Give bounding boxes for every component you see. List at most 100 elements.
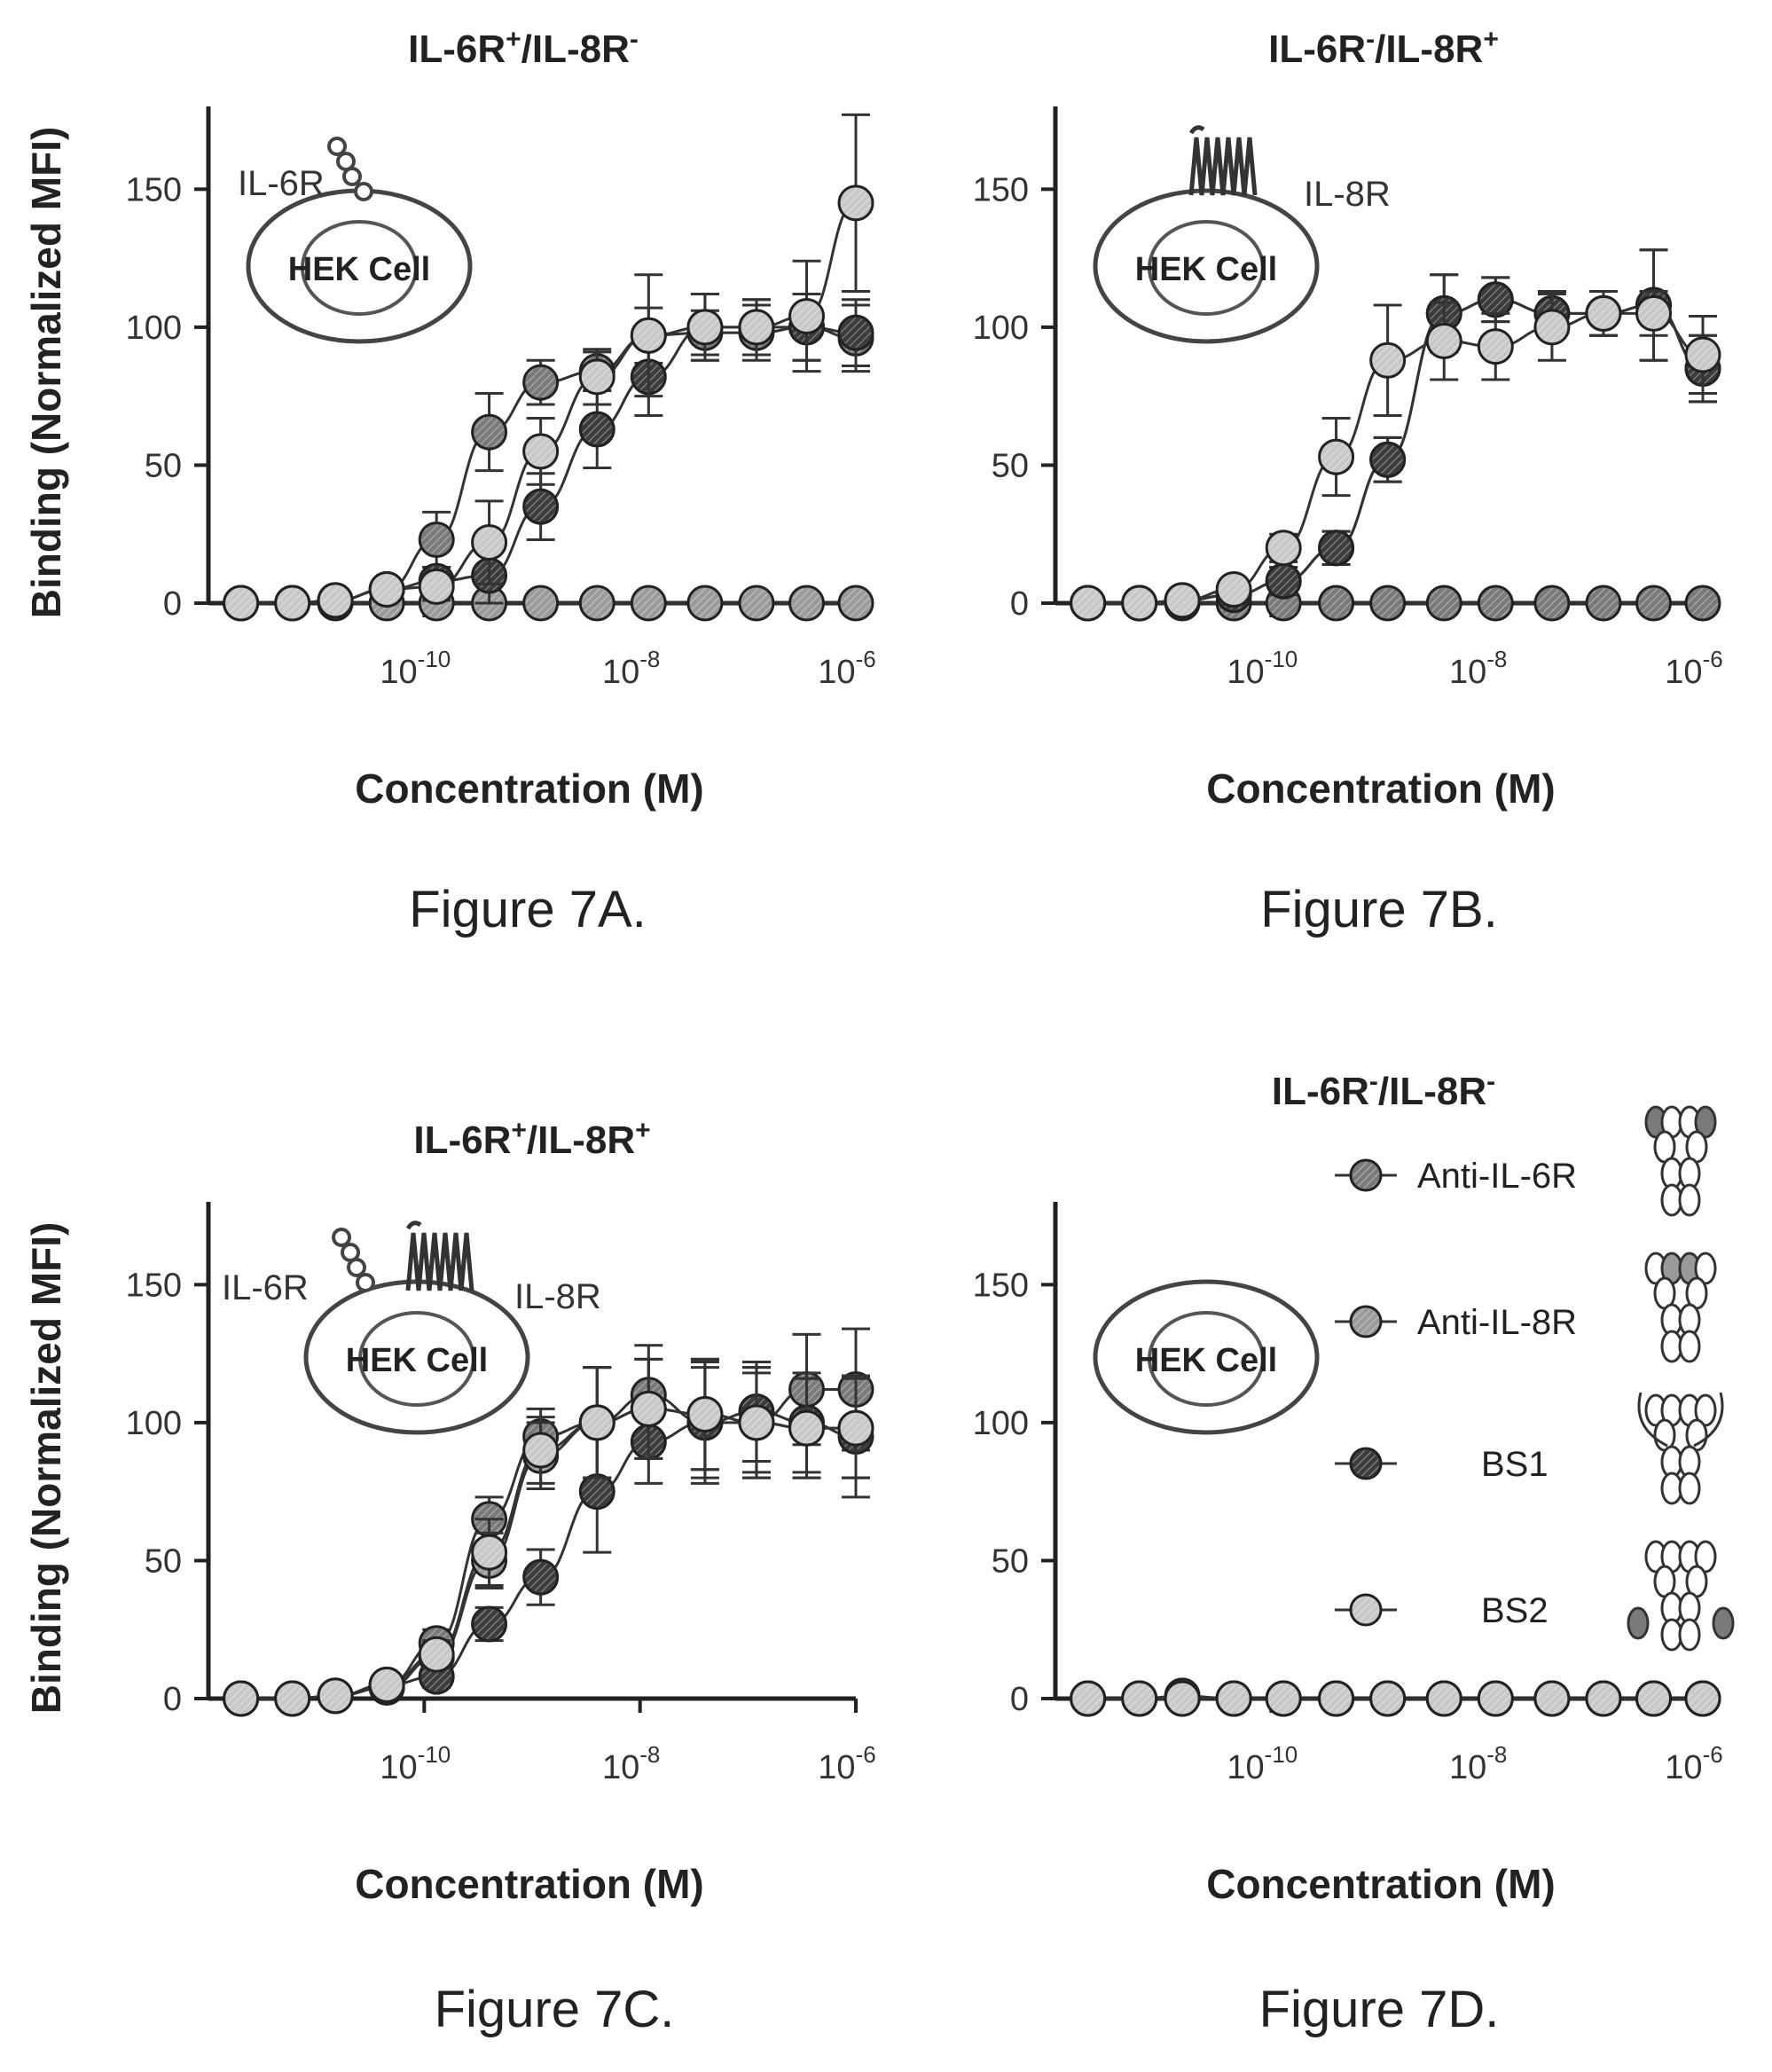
legend-label: BS1 [1481,1445,1549,1484]
panel-a: IL-6R+/IL-8R- 0 50 100 150 10-10 10-8 10-6 Bin… [23,25,876,938]
data-point-hatch [1268,532,1299,563]
data-point-hatch [1268,566,1299,597]
x-tick-label: 10-6 [818,1741,875,1786]
data-point-hatch [1588,298,1619,329]
data-point-hatch [1480,588,1511,618]
x-tick-label: 10-6 [818,646,875,691]
x-tick-label: 10-8 [602,1741,660,1786]
data-point-hatch [525,1435,556,1465]
legend-item: BS2 [1335,1540,1735,1652]
data-point-hatch [1536,588,1567,618]
data-point-hatch [525,491,556,522]
x-tick-label: 10-10 [1227,646,1298,691]
data-point-hatch [582,361,613,392]
il8r-label: IL-8R [514,1277,601,1316]
data-point-hatch [421,524,452,555]
cell-label: HEK Cell [288,251,430,288]
data-point-hatch [1219,1684,1250,1714]
data-point-hatch [421,571,452,602]
legend-item: Anti-IL-8R [1335,1252,1717,1363]
data-point-hatch [225,588,256,618]
figure-caption: Figure 7C. [435,1981,675,2038]
y-tick-label: 150 [973,171,1029,208]
data-point-hatch [1480,331,1511,362]
legend: Anti-IL-6R Anti-IL-8R BS1 BS2 [1335,1105,1735,1652]
data-point-hatch [1536,311,1567,342]
data-point-hatch [1372,345,1403,376]
y-tick-label: 100 [126,1405,182,1442]
data-point-hatch [1588,1684,1619,1714]
data-point-hatch [1072,1684,1103,1714]
antibody-icon [1627,1540,1735,1652]
cell-membrane-outer [1093,188,1320,344]
data-point-hatch [791,301,822,332]
il8r-receptor-icon [1188,125,1258,196]
data-point-hatch [791,588,822,618]
antibody-icon [1644,1252,1717,1363]
legend-label: Anti-IL-8R [1417,1303,1577,1342]
data-point-hatch [320,585,351,616]
data-point-hatch [1638,1684,1669,1714]
data-point-hatch [1429,588,1460,618]
data-point-hatch [633,588,664,618]
cell-nucleus [358,1311,475,1407]
data-point-hatch [1268,1684,1299,1714]
antibody-icon [1637,1392,1724,1505]
x-axis-label: Concentration (M) [355,765,704,812]
y-tick-label: 150 [126,171,182,208]
x-tick-label: 10-8 [602,646,660,691]
data-point-hatch [1372,1684,1403,1714]
data-point-hatch [474,1609,505,1639]
data-point-hatch [841,588,871,618]
data-point-hatch [582,588,613,618]
legend-marker-hatch [1353,1597,1379,1623]
x-tick-label: 10-10 [380,646,451,691]
panel-title: IL-6R+/IL-8R+ [413,1116,650,1162]
chart-area: 0 50 100 150 10-10 10-8 10-6 [126,106,876,691]
data-point-hatch [474,417,505,448]
chart-area: 0 50 100 150 10-10 10-8 10-6 [973,1202,1723,1786]
data-point-hatch [1167,585,1198,616]
cell-label: HEK Cell [1135,251,1277,288]
legend-marker-hatch [1353,1308,1379,1335]
data-point-hatch [1219,574,1250,605]
data-point-hatch [421,1639,452,1670]
data-point-hatch [741,588,772,618]
figure-caption: Figure 7D. [1259,1981,1500,2038]
data-point-hatch [1480,284,1511,315]
data-point-hatch [1321,588,1352,618]
x-tick-label: 10-8 [1449,1741,1507,1786]
y-tick-label: 50 [992,447,1029,484]
data-point-hatch [474,1537,505,1568]
figure-caption: Figure 7B. [1260,881,1498,938]
data-point-hatch [1588,588,1619,618]
panel-c: IL-6R+/IL-8R+ 0 50 100 150 10-10 10-8 10-6 Bin… [23,1116,876,2038]
il6r-label: IL-6R [222,1268,309,1307]
data-point-hatch [1638,588,1669,618]
cell-inset: HEK Cell [303,1220,530,1435]
x-tick-label: 10-10 [1227,1741,1298,1786]
data-point-hatch [1536,1684,1567,1714]
il6r-label: IL-6R [238,164,325,203]
data-point-hatch [791,1413,822,1444]
legend-item: BS1 [1335,1392,1724,1505]
chart-area: 0 50 100 150 10-10 10-8 10-6 [973,106,1723,691]
legend-label: Anti-IL-6R [1417,1157,1577,1196]
il8r-receptor-icon [405,1220,474,1291]
data-point-hatch [277,1684,308,1714]
legend-marker-hatch [1353,1450,1379,1477]
data-point-hatch [1072,588,1103,618]
panel-title: IL-6R-/IL-8R- [1272,1067,1495,1113]
il8r-label: IL-8R [1304,175,1391,214]
data-point-hatch [525,436,556,467]
y-tick-label: 0 [1010,1681,1029,1718]
data-point-hatch [372,574,403,605]
y-tick-label: 50 [145,447,182,484]
data-point-hatch [741,1407,772,1438]
y-tick-label: 100 [126,310,182,347]
data-point-hatch [1429,326,1460,357]
cell-nucleus [1148,220,1265,316]
panel-b: IL-6R-/IL-8R+ 0 50 100 150 10-10 10-8 10-6 Con… [973,25,1723,938]
cell-nucleus [301,220,418,316]
data-point-hatch [841,187,871,218]
